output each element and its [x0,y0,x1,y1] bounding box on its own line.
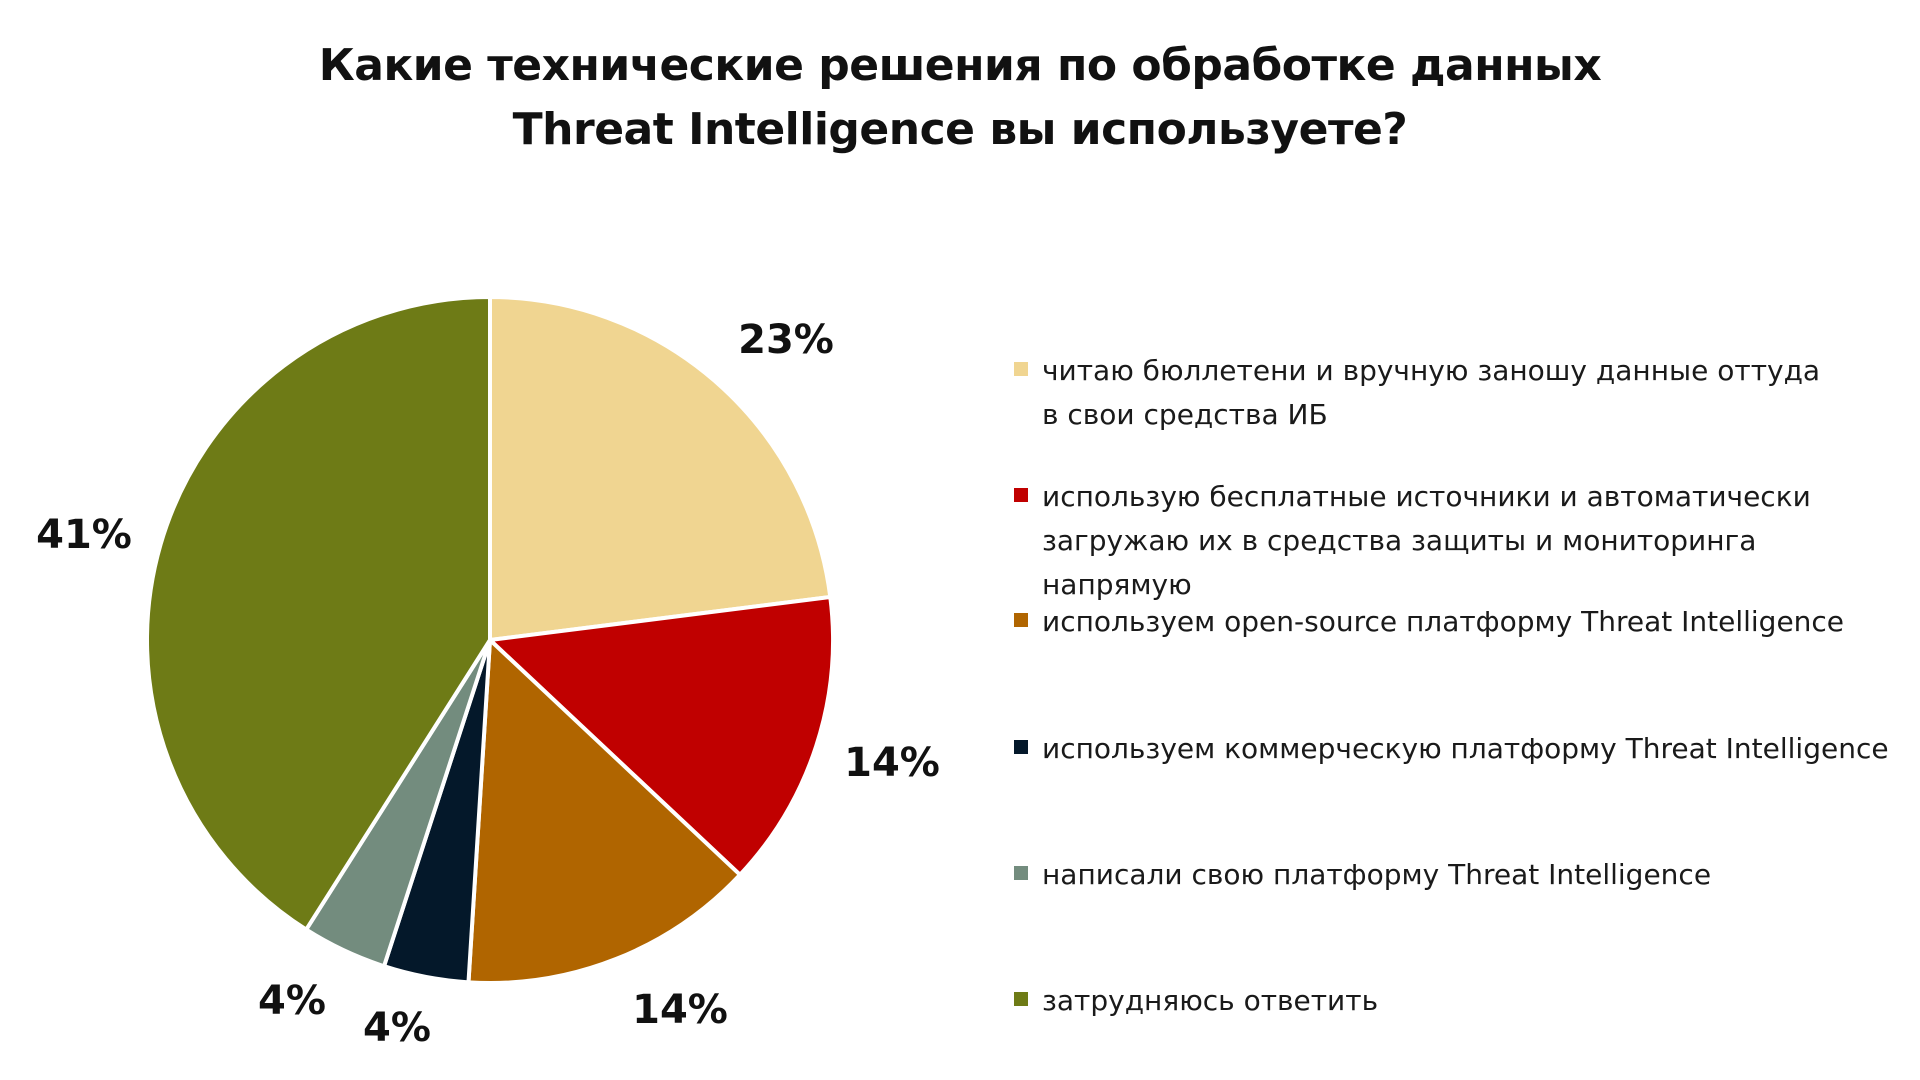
pie-label-open-source: 14% [632,987,728,1033]
pie-slice-bulletins [488,295,833,642]
legend-item-bulletins: читаю бюллетени и вручную заношу данные … [1014,349,1914,437]
pie-chart: 23% 14% 14% 4% 4% 41% [36,295,940,1051]
legend-label-hard-to-answer: затрудняюсь ответить [1042,984,1379,1017]
chart-title-line-1: Какие технические решения по обработке д… [318,40,1602,91]
chart-title-line-2: Threat Intelligence вы используете? [512,104,1408,155]
legend-swatch-own-platform [1014,866,1028,880]
chart-legend: читаю бюллетени и вручную заношу данные … [1014,0,1914,1080]
legend-item-commercial: используем коммерческую платформу Threat… [1014,727,1914,771]
legend-label-commercial: используем коммерческую платформу Threat… [1042,732,1889,765]
legend-swatch-hard-to-answer [1014,992,1028,1006]
pie-label-free-sources: 14% [844,740,940,786]
legend-swatch-commercial [1014,740,1028,754]
legend-swatch-bulletins [1014,362,1028,376]
legend-swatch-free-sources [1014,488,1028,502]
pie-label-bulletins: 23% [738,317,834,363]
legend-label-free-sources: использую бесплатные источники и автомат… [1042,480,1811,601]
pie-slice-open-source [466,638,743,985]
pie-label-own-platform: 4% [258,978,326,1024]
legend-label-own-platform: написали свою платформу Threat Intellige… [1042,858,1712,891]
chart-title: Какие технические решения по обработке д… [0,34,1920,162]
pie-slice-hard-to-answer [145,295,492,932]
legend-label-open-source: используем open-source платформу Threat … [1042,605,1845,638]
legend-item-hard-to-answer: затрудняюсь ответить [1014,979,1914,1023]
legend-swatch-open-source [1014,613,1028,627]
legend-label-bulletins: читаю бюллетени и вручную заношу данные … [1042,354,1821,431]
legend-item-free-sources: использую бесплатные источники и автомат… [1014,475,1914,607]
legend-item-own-platform: написали свою платформу Threat Intellige… [1014,853,1914,897]
pie-label-hard-to-answer: 41% [36,512,132,558]
pie-slice-free-sources [488,595,835,877]
legend-item-open-source: используем open-source платформу Threat … [1014,600,1914,644]
pie-label-commercial: 4% [363,1005,431,1051]
